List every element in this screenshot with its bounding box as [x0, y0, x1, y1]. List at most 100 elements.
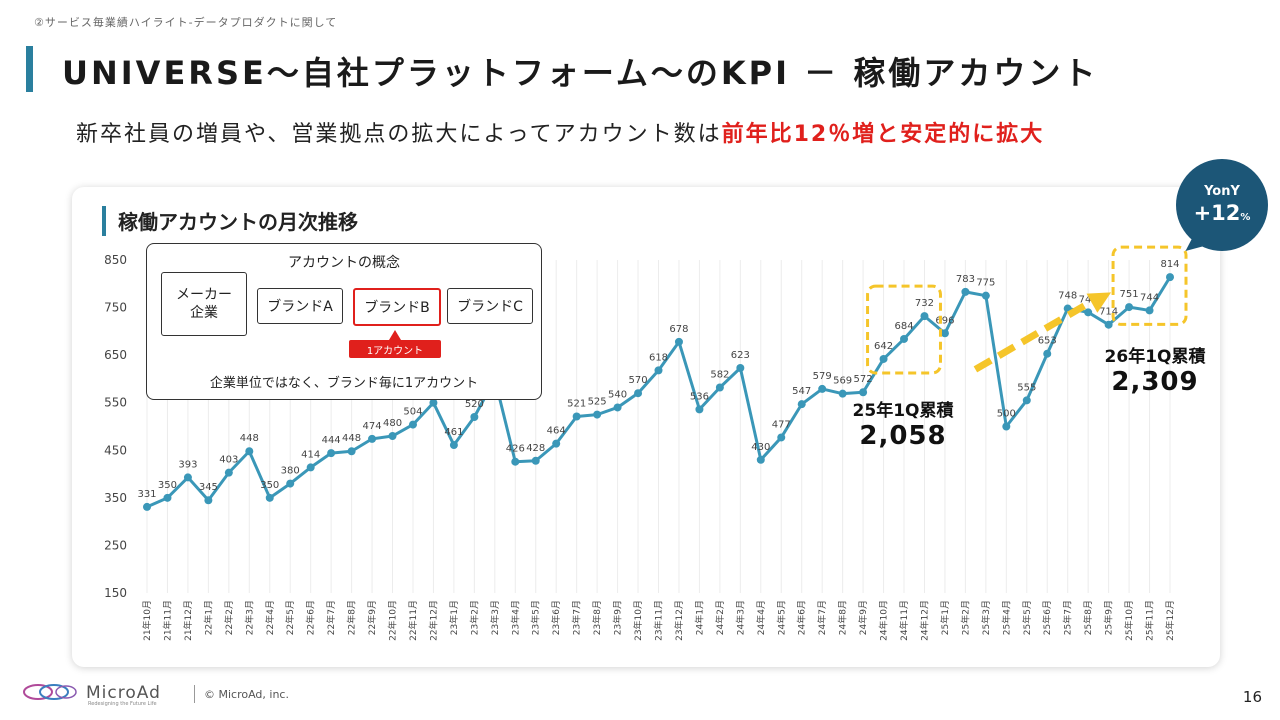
- maker-line1: メーカー: [176, 287, 232, 303]
- x-tick-label: 22年3月: [243, 600, 255, 635]
- data-label: 500: [997, 409, 1016, 420]
- data-point: [245, 447, 254, 456]
- concept-note: 企業単位ではなく、ブランド毎に1アカウント: [209, 376, 479, 391]
- data-label: 520: [465, 399, 484, 410]
- data-label: 547: [792, 386, 811, 397]
- data-point: [552, 439, 561, 448]
- concept-title: アカウントの概念: [288, 255, 400, 271]
- x-tick-label: 23年11月: [653, 600, 665, 641]
- data-point: [368, 434, 377, 443]
- x-tick-label: 22年4月: [264, 600, 276, 635]
- data-label: 477: [772, 419, 791, 430]
- data-point: [470, 412, 479, 421]
- data-point: [1166, 273, 1174, 282]
- y-tick-label: 250: [104, 538, 127, 552]
- data-label: 684: [894, 321, 913, 332]
- x-tick-label: 23年10月: [632, 600, 644, 641]
- card-title: 稼働アカウントの月次推移: [118, 210, 358, 234]
- data-label: 775: [976, 278, 995, 289]
- data-label: 653: [1038, 336, 1057, 347]
- x-tick-label: 22年8月: [346, 600, 358, 635]
- x-tick-label: 23年6月: [550, 600, 562, 635]
- x-tick-label: 25年7月: [1062, 600, 1074, 635]
- footer-brand: MicroAd: [86, 683, 161, 703]
- data-label: 642: [874, 341, 893, 352]
- data-point: [163, 493, 172, 502]
- subtitle-highlight: 前年比12％増と安定的に拡大: [721, 122, 1045, 147]
- data-point: [388, 432, 397, 441]
- data-point: [1145, 306, 1154, 315]
- data-point: [183, 473, 192, 482]
- data-point: [695, 405, 704, 414]
- data-point: [449, 441, 458, 450]
- data-point: [674, 337, 683, 346]
- data-label: 350: [260, 480, 279, 491]
- data-label: 569: [833, 376, 852, 387]
- yony-number: +12: [1193, 201, 1241, 225]
- data-point: [961, 287, 970, 296]
- data-point: [224, 468, 233, 477]
- breadcrumb: ②サービス毎業績ハイライト‐データプロダクトに関して: [34, 16, 338, 29]
- data-label: 350: [158, 480, 177, 491]
- data-label: 582: [710, 369, 729, 380]
- data-point: [838, 389, 847, 398]
- growth-arrow-head-icon: [1086, 292, 1112, 313]
- title-accent-bar: [26, 46, 33, 92]
- data-point: [531, 456, 540, 465]
- data-label: 426: [506, 444, 525, 455]
- x-tick-label: 24年2月: [714, 600, 726, 635]
- brand-c-box: ブランドC: [447, 288, 533, 324]
- x-tick-label: 21年12月: [182, 600, 194, 641]
- account-concept-box: アカウントの概念 メーカー 企業 ブランドA ブランドB ブランドC 1アカウント…: [146, 243, 542, 400]
- data-point: [408, 420, 417, 429]
- data-point: [879, 354, 888, 363]
- data-label: 579: [813, 371, 832, 382]
- card-accent-bar: [102, 206, 106, 236]
- data-label: 555: [1017, 382, 1036, 393]
- x-tick-label: 25年8月: [1082, 600, 1094, 635]
- y-tick-label: 150: [104, 586, 127, 600]
- data-point: [511, 457, 520, 466]
- x-tick-label: 21年11月: [161, 600, 173, 641]
- data-label: 345: [199, 482, 218, 493]
- data-label: 461: [444, 427, 463, 438]
- subtitle-text: 新卒社員の増員や、営業拠点の拡大によってアカウント数は: [76, 122, 722, 147]
- yony-bubble: YonY +12%: [1176, 159, 1268, 251]
- data-label: 448: [240, 433, 259, 444]
- data-point: [429, 398, 438, 407]
- page-number: 16: [1242, 688, 1262, 706]
- x-tick-label: 22年5月: [284, 600, 296, 635]
- footer-tagline: Redesigning the Future Life: [88, 701, 157, 707]
- yony-value: +12%: [1176, 201, 1268, 225]
- cumulative-2026: 26年1Q累積 2,309: [1090, 342, 1220, 397]
- x-tick-label: 21年10月: [141, 600, 153, 641]
- x-tick-label: 25年11月: [1144, 600, 1156, 641]
- x-tick-label: 24年7月: [816, 600, 828, 635]
- data-point: [981, 291, 990, 300]
- data-label: 403: [219, 455, 238, 466]
- data-label: 430: [751, 442, 770, 453]
- x-tick-label: 23年4月: [509, 600, 521, 635]
- x-tick-label: 22年2月: [223, 600, 235, 635]
- data-label: 783: [956, 274, 975, 285]
- cumulative-2025-value: 2,058: [859, 421, 947, 451]
- data-point: [1084, 308, 1093, 317]
- x-tick-label: 24年5月: [775, 600, 787, 635]
- y-tick-label: 650: [104, 348, 127, 362]
- cumulative-2026-value: 2,309: [1111, 367, 1199, 397]
- data-point: [286, 479, 295, 488]
- x-tick-label: 24年8月: [837, 600, 849, 635]
- y-tick-label: 550: [104, 396, 127, 410]
- tag-arrow-icon: [389, 330, 401, 340]
- data-point: [859, 388, 868, 397]
- data-label: 572: [854, 374, 873, 385]
- data-label: 428: [526, 443, 545, 454]
- x-tick-label: 23年9月: [612, 600, 624, 635]
- data-point: [797, 400, 806, 409]
- data-point: [1002, 422, 1011, 431]
- footer-divider: [194, 685, 195, 703]
- x-tick-label: 23年3月: [489, 600, 501, 635]
- x-tick-label: 23年2月: [468, 600, 480, 635]
- data-label: 714: [1099, 307, 1118, 318]
- x-tick-label: 25年2月: [959, 600, 971, 635]
